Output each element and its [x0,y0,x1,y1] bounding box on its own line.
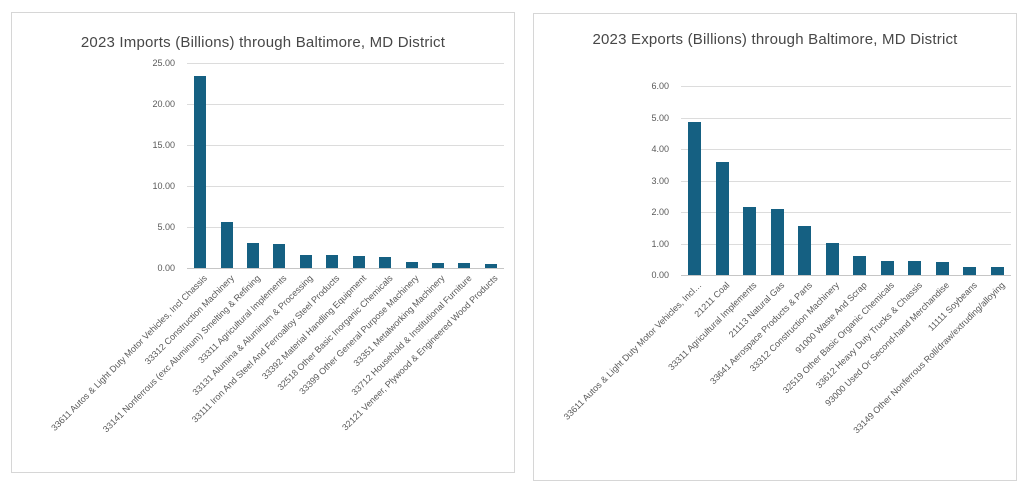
exports-bar-5[interactable] [798,226,811,275]
imports-bar-11[interactable] [458,263,470,268]
imports-chart-card: 2023 Imports (Billions) through Baltimor… [11,12,515,473]
imports-bar-12[interactable] [485,264,497,268]
exports-bar-11[interactable] [963,267,976,275]
imports-bar-10[interactable] [432,263,444,268]
exports-bar-9[interactable] [908,261,921,275]
imports-y-tick-label: 5.00 [157,222,175,232]
imports-y-tick-label: 20.00 [152,99,175,109]
exports-bar-6[interactable] [826,243,839,275]
imports-gridline [187,145,504,146]
imports-bar-9[interactable] [406,262,418,268]
exports-bar-1[interactable] [688,122,701,275]
imports-gridline [187,63,504,64]
imports-bar-1[interactable] [194,76,206,268]
exports-bar-10[interactable] [936,262,949,275]
exports-gridline [681,212,1011,213]
exports-bar-8[interactable] [881,261,894,275]
imports-y-tick-label: 25.00 [152,58,175,68]
imports-gridline [187,227,504,228]
exports-gridline [681,86,1011,87]
imports-bar-2[interactable] [221,222,233,268]
imports-y-tick-label: 15.00 [152,140,175,150]
imports-bar-3[interactable] [247,243,259,268]
exports-y-tick-label: 4.00 [651,144,669,154]
imports-gridline [187,186,504,187]
imports-y-tick-label: 0.00 [157,263,175,273]
exports-y-tick-label: 1.00 [651,239,669,249]
exports-y-tick-label: 6.00 [651,81,669,91]
imports-gridline [187,104,504,105]
imports-bar-5[interactable] [300,255,312,268]
exports-x-axis-line [681,275,1011,276]
imports-bar-7[interactable] [353,256,365,268]
exports-gridline [681,149,1011,150]
imports-chart-title: 2023 Imports (Billions) through Baltimor… [80,34,446,51]
exports-gridline [681,118,1011,119]
imports-x-axis-line [187,268,504,269]
imports-bar-8[interactable] [379,257,391,268]
exports-bar-3[interactable] [743,207,756,275]
exports-gridline [681,181,1011,182]
exports-chart-card: 2023 Exports (Billions) through Baltimor… [533,13,1017,481]
exports-gridline [681,244,1011,245]
exports-chart-title: 2023 Exports (Billions) through Baltimor… [592,31,958,48]
exports-bar-2[interactable] [716,162,729,275]
exports-y-tick-label: 3.00 [651,176,669,186]
imports-y-tick-label: 10.00 [152,181,175,191]
exports-bar-12[interactable] [991,267,1004,275]
exports-y-tick-label: 0.00 [651,270,669,280]
imports-bar-4[interactable] [273,244,285,268]
exports-bar-4[interactable] [771,209,784,275]
exports-y-tick-label: 2.00 [651,207,669,217]
exports-y-tick-label: 5.00 [651,113,669,123]
exports-bar-7[interactable] [853,256,866,275]
imports-bar-6[interactable] [326,255,338,268]
